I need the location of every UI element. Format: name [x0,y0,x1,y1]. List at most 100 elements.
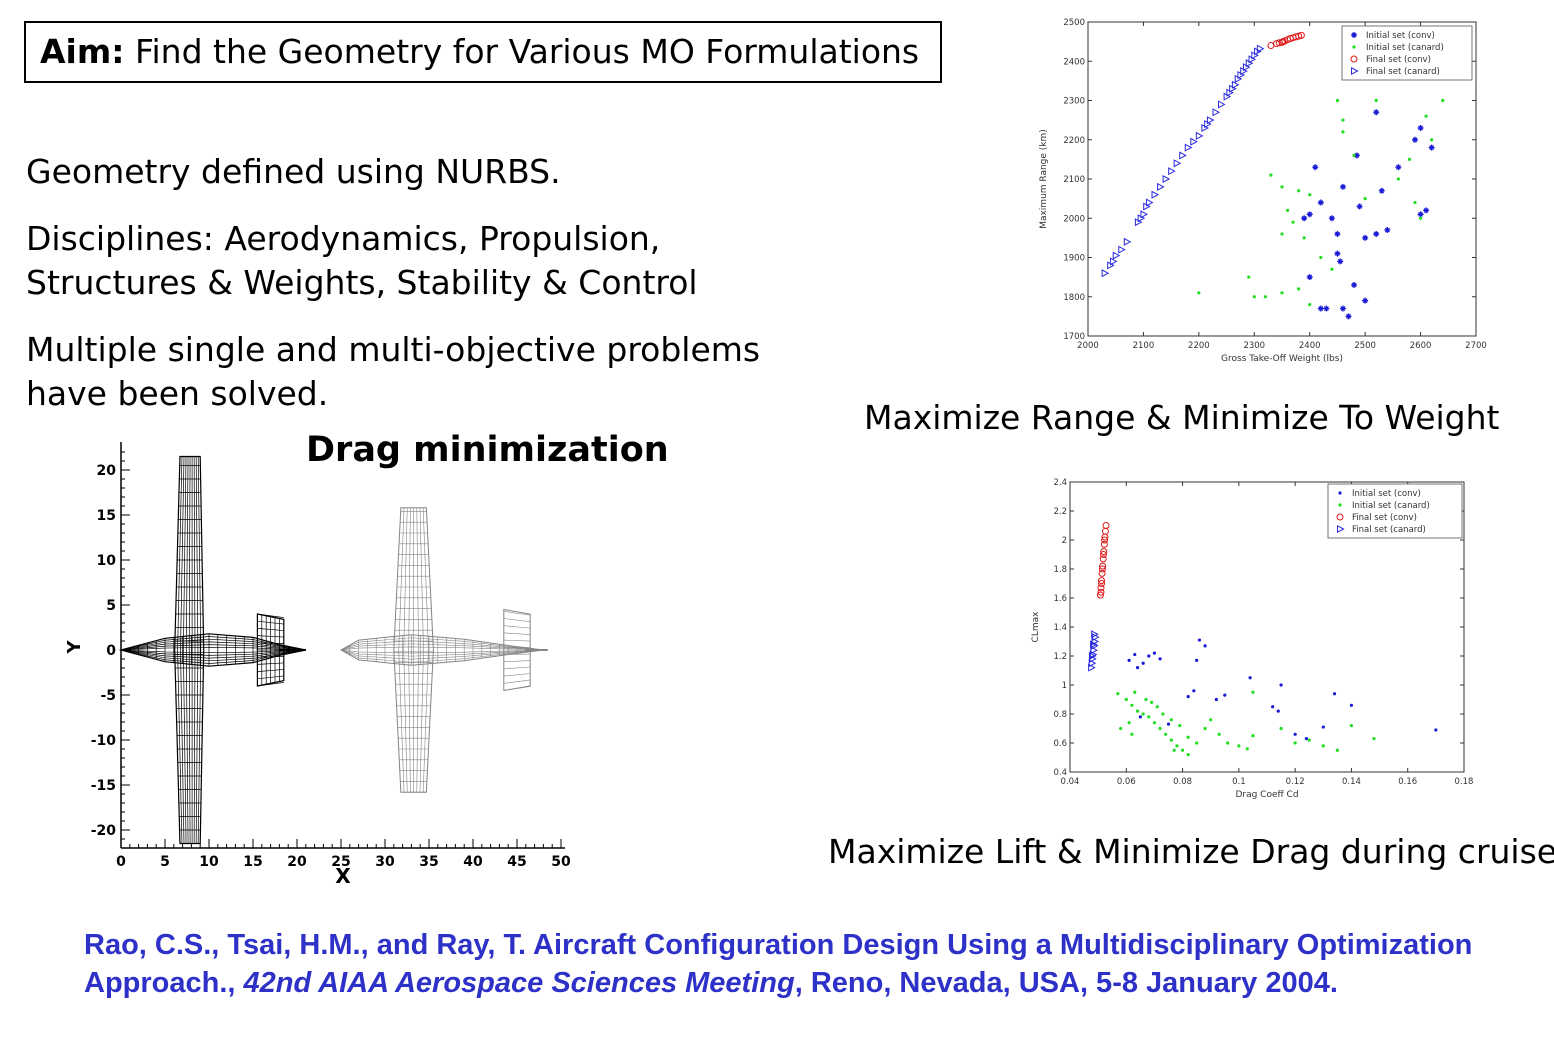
wing-chord-line [422,507,429,651]
x-tick-label: 0.12 [1286,777,1305,787]
data-point [1100,540,1108,548]
data-point [1212,108,1221,117]
x-tick-label: 2600 [1410,341,1432,351]
x-tick-label: 25 [331,854,350,870]
x-tick-label: 0.14 [1342,777,1361,787]
data-point [1295,32,1303,40]
data-point [1247,275,1251,279]
drag-minimization-title: Drag minimization [306,430,669,470]
y-tick-label: 2300 [1063,97,1085,107]
data-point [1306,274,1313,281]
data-point [1099,562,1107,570]
data-point [1138,715,1142,719]
y-tick-label: 2400 [1063,57,1085,67]
data-point [1328,215,1335,222]
wing-chord-line [177,649,183,844]
data-point [1271,705,1275,709]
wing-planforms [118,455,548,845]
data-point [1418,216,1423,220]
data-point [1308,303,1312,307]
data-point [1321,725,1325,729]
data-point [1118,245,1126,254]
data-point [1330,267,1334,271]
data-point [1217,732,1221,736]
x-tick-label: 2700 [1465,341,1487,351]
data-point [1352,153,1356,158]
baseline-aircraft [118,455,306,845]
x-tick-label: 10 [199,854,219,870]
tail-rib-line [503,611,531,616]
data-point [1090,646,1098,655]
data-point [1161,712,1165,716]
x-tick-label: 35 [419,854,438,870]
x-tick-label: 0.16 [1398,777,1417,787]
y-tick-label: 10 [97,553,117,569]
data-point [1297,31,1305,39]
data-point [1226,741,1230,745]
data-point [1098,577,1106,585]
wing-planform-plot: 0 5 10 15 20 25 30 35 40 45 50-20-15-10-505101520 … [64,442,571,888]
data-point [1339,183,1346,190]
data-point [1141,712,1145,716]
data-point [1186,735,1190,739]
data-point [1351,281,1358,288]
data-point [1099,555,1107,563]
bullet-disciplines-line2: Structures & Weights, Stability & Contro… [26,263,698,302]
data-point [1312,164,1319,171]
data-point [1307,738,1311,742]
wing-chord-line [422,649,429,793]
data-point [1133,690,1137,694]
fuselage-outline [339,634,544,666]
data-point [1214,697,1218,702]
data-point [1302,236,1306,240]
data-point [1152,651,1157,655]
data-point [1127,658,1131,662]
legend-box [1327,483,1463,539]
data-point [1223,693,1227,697]
data-point [1263,295,1267,299]
data-point [1186,753,1190,757]
x-tick-label: 5 [160,854,170,870]
data-point [1090,640,1098,649]
x-tick-label: 0.06 [1117,777,1136,787]
data-point [1251,734,1255,738]
wing-chord-line [398,649,405,793]
data-point [1339,305,1346,312]
data-point [1297,287,1301,291]
y-tick-label: 2 [1062,536,1067,546]
fuselage-line [340,646,544,651]
tail-outline [256,613,285,687]
wing-chord-line [419,507,424,651]
data-point [1127,721,1131,725]
wing-chord-line [180,649,185,844]
y-tick-label: 20 [97,463,117,479]
tail-rib-line [503,625,531,629]
data-point [1147,715,1151,719]
wing-chord-line [193,456,196,651]
series-initial-set-canard- [1197,98,1445,307]
x-tick-label: 50 [551,854,571,870]
x-axis-label: Gross Take-Off Weight (lbs) [1221,354,1343,364]
data-point [1412,136,1419,143]
wing-chord-line [183,649,187,844]
data-point [1109,257,1118,266]
data-point [1209,718,1213,722]
data-point [1157,182,1165,191]
data-point [1338,503,1342,507]
data-point [1130,732,1134,736]
tail-rib-line [503,679,531,684]
data-point [1319,255,1323,260]
data-point [1090,641,1099,650]
x-axis-label: Drag Coeff Cd [1235,790,1298,800]
data-point [1102,522,1110,529]
data-point [1275,39,1283,47]
x-tick-label: 0.08 [1173,777,1192,787]
y-tick-label: 1800 [1063,293,1085,303]
data-point [1434,728,1438,732]
data-point [1179,151,1187,160]
y-tick-label: 0.8 [1053,710,1067,720]
data-point [1101,269,1110,278]
data-point [1168,167,1176,176]
y-tick-label: -15 [91,778,116,794]
data-point [1423,207,1430,214]
